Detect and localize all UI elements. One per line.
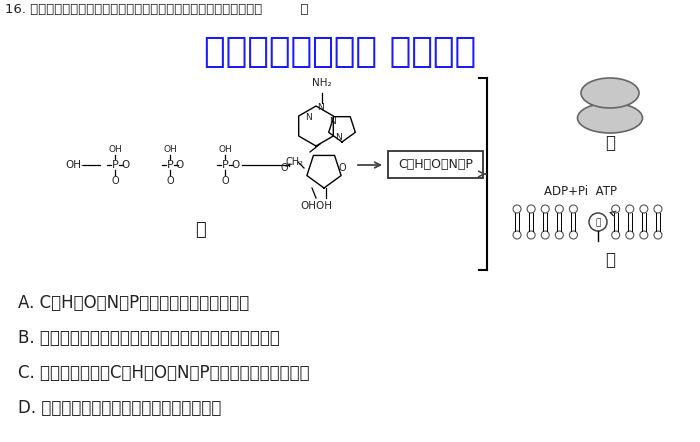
Text: OH: OH [163,145,177,153]
Text: N: N [316,103,323,111]
Text: NH₂: NH₂ [312,78,332,88]
Bar [388,151,483,178]
Text: N: N [328,118,335,126]
Text: A. C、H、O、N、P属于组成细胞的大量元素: A. C、H、O、N、P属于组成细胞的大量元素 [18,294,249,312]
Text: C、H、O、N、P: C、H、O、N、P [398,159,473,171]
Text: 甲: 甲 [195,221,205,239]
Text: O: O [231,160,239,170]
Text: C. 乙、丙结构中由C、H、O、N、P组成的化合物种类相同: C. 乙、丙结构中由C、H、O、N、P组成的化合物种类相同 [18,364,309,382]
Text: O: O [111,176,119,186]
Text: O: O [338,163,346,173]
Text: O: O [176,160,184,170]
Text: 16. 如图甲、乙、丙代表细胞中的物质或结构，下列分析中错误的是（         ）: 16. 如图甲、乙、丙代表细胞中的物质或结构，下列分析中错误的是（ ） [5,3,309,16]
Text: OH: OH [218,145,232,153]
Text: OH: OH [108,145,122,153]
Text: P: P [222,160,228,170]
Text: D. 甲、乙所示的两种物质或结构中均含核糖: D. 甲、乙所示的两种物质或结构中均含核糖 [18,399,221,417]
Text: O: O [166,176,174,186]
Text: B. 甲、乙所示的两种物质或结构参与了丙结构中酶的合成: B. 甲、乙所示的两种物质或结构参与了丙结构中酶的合成 [18,329,280,347]
Text: O: O [121,160,129,170]
Text: CH₂: CH₂ [285,157,303,167]
Text: N: N [304,114,312,122]
Text: OHOH: OHOH [300,201,332,211]
Text: P: P [167,160,174,170]
Ellipse shape [578,103,643,133]
Text: 酶: 酶 [595,218,601,228]
Text: ADP+Pi  ATP: ADP+Pi ATP [543,185,617,198]
Text: 乙: 乙 [605,134,615,152]
Text: N: N [335,133,342,142]
Text: P: P [111,160,118,170]
Text: O: O [280,163,288,173]
Ellipse shape [581,78,639,108]
Text: O: O [221,176,229,186]
Text: OH-: OH- [65,160,85,170]
Text: 微信公众号关注： 趣找答案: 微信公众号关注： 趣找答案 [204,35,476,69]
Text: 丙: 丙 [605,251,615,269]
